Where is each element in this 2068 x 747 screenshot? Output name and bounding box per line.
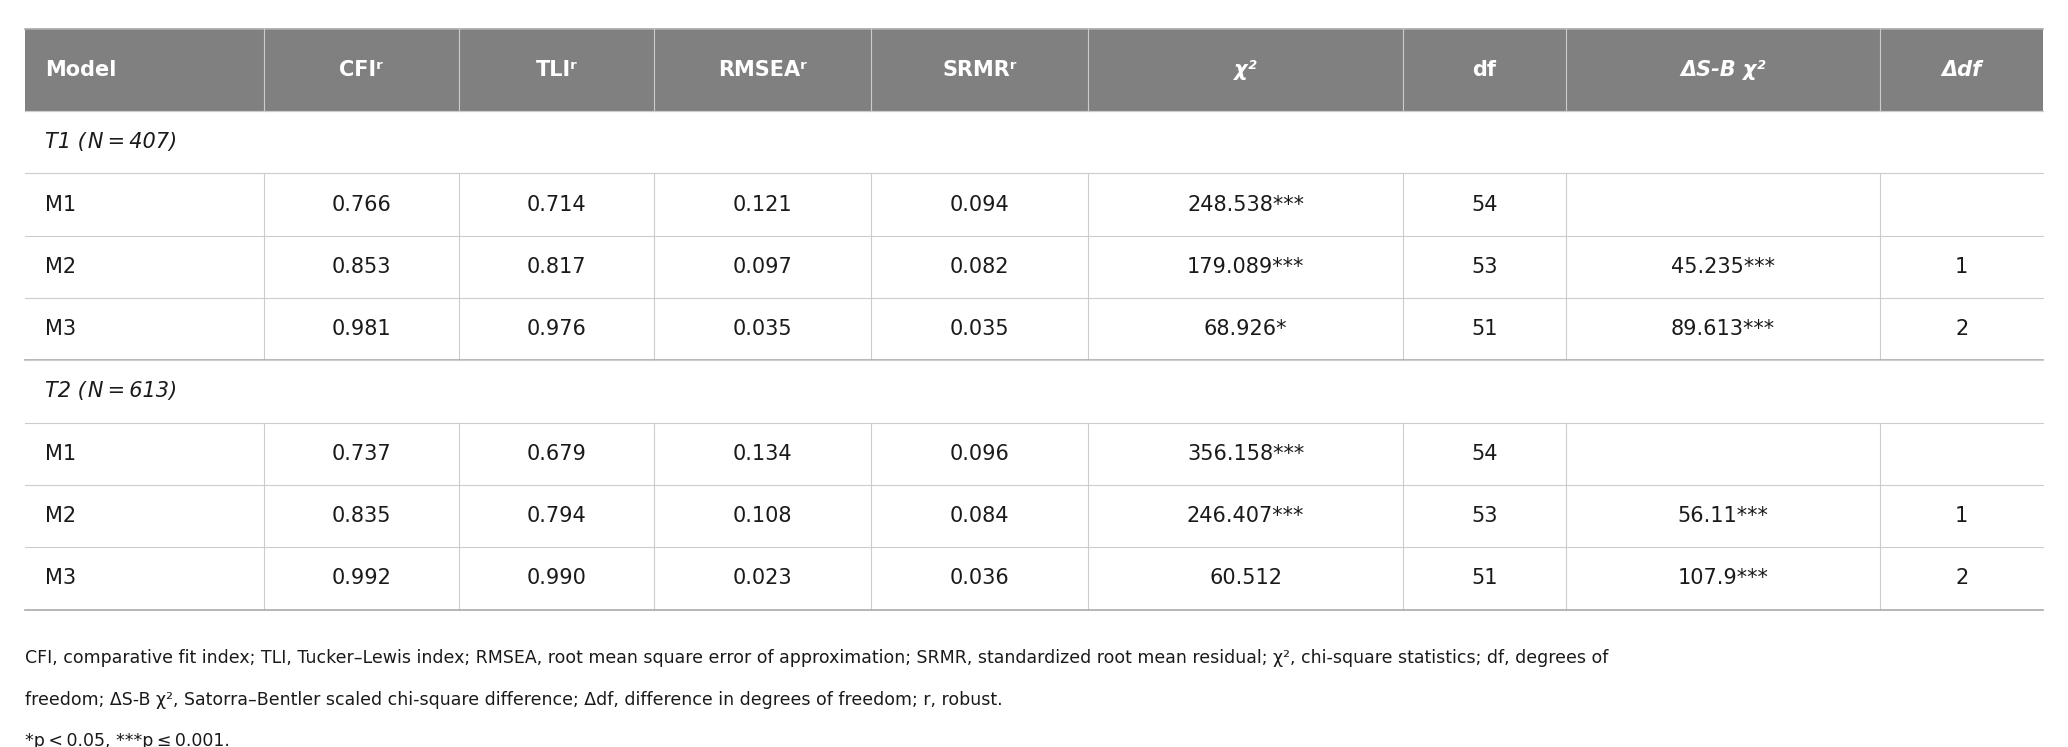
Text: 51: 51 bbox=[1470, 319, 1497, 339]
Text: CFI, comparative fit index; TLI, Tucker–Lewis index; RMSEA, root mean square err: CFI, comparative fit index; TLI, Tucker–… bbox=[25, 649, 1609, 667]
Text: 0.035: 0.035 bbox=[732, 319, 792, 339]
Text: M2: M2 bbox=[45, 257, 77, 277]
Text: 1: 1 bbox=[1954, 257, 1969, 277]
Text: 0.835: 0.835 bbox=[331, 506, 391, 526]
Text: 0.679: 0.679 bbox=[527, 444, 587, 464]
Text: 0.084: 0.084 bbox=[949, 506, 1009, 526]
Text: 0.981: 0.981 bbox=[331, 319, 391, 339]
Text: 0.853: 0.853 bbox=[331, 257, 391, 277]
Text: CFIʳ: CFIʳ bbox=[339, 60, 383, 80]
Text: 0.121: 0.121 bbox=[732, 194, 792, 214]
Text: 0.766: 0.766 bbox=[331, 194, 391, 214]
Text: SRMRʳ: SRMRʳ bbox=[943, 60, 1017, 80]
Bar bbox=[25, 28, 2043, 111]
Text: M3: M3 bbox=[45, 319, 77, 339]
Text: M1: M1 bbox=[45, 444, 77, 464]
Text: 248.538***: 248.538*** bbox=[1187, 194, 1305, 214]
Text: 54: 54 bbox=[1470, 194, 1497, 214]
Text: T1 ( N = 407): T1 ( N = 407) bbox=[45, 132, 178, 152]
Text: *p < 0.05, ***p ≤ 0.001.: *p < 0.05, ***p ≤ 0.001. bbox=[25, 732, 230, 747]
Text: freedom; ΔS-B χ², Satorra–Bentler scaled chi-square difference; Δdf, difference : freedom; ΔS-B χ², Satorra–Bentler scaled… bbox=[25, 690, 1003, 709]
Text: 0.990: 0.990 bbox=[527, 568, 587, 589]
Text: 0.036: 0.036 bbox=[949, 568, 1009, 589]
Text: 2: 2 bbox=[1954, 568, 1969, 589]
Text: 2: 2 bbox=[1954, 319, 1969, 339]
Text: 0.134: 0.134 bbox=[732, 444, 792, 464]
Text: 0.097: 0.097 bbox=[732, 257, 792, 277]
Text: Model: Model bbox=[45, 60, 118, 80]
Text: 0.108: 0.108 bbox=[732, 506, 792, 526]
Text: 0.794: 0.794 bbox=[527, 506, 587, 526]
Text: Δdf: Δdf bbox=[1942, 60, 1981, 80]
Text: 0.096: 0.096 bbox=[949, 444, 1009, 464]
Text: 60.512: 60.512 bbox=[1210, 568, 1282, 589]
Text: 54: 54 bbox=[1470, 444, 1497, 464]
Text: 89.613***: 89.613*** bbox=[1671, 319, 1774, 339]
Text: 0.023: 0.023 bbox=[732, 568, 792, 589]
Text: TLIʳ: TLIʳ bbox=[536, 60, 577, 80]
Text: 1: 1 bbox=[1954, 506, 1969, 526]
Text: 0.035: 0.035 bbox=[949, 319, 1009, 339]
Text: 68.926*: 68.926* bbox=[1204, 319, 1288, 339]
Text: df: df bbox=[1472, 60, 1497, 80]
Text: 179.089***: 179.089*** bbox=[1187, 257, 1305, 277]
Text: 0.714: 0.714 bbox=[527, 194, 587, 214]
Text: M3: M3 bbox=[45, 568, 77, 589]
Text: 0.737: 0.737 bbox=[331, 444, 391, 464]
Text: 0.817: 0.817 bbox=[527, 257, 587, 277]
Text: 56.11***: 56.11*** bbox=[1677, 506, 1768, 526]
Text: χ²: χ² bbox=[1235, 60, 1257, 80]
Text: 53: 53 bbox=[1470, 506, 1497, 526]
Text: 107.9***: 107.9*** bbox=[1677, 568, 1768, 589]
Text: T2 ( N = 613): T2 ( N = 613) bbox=[45, 382, 178, 401]
Text: M2: M2 bbox=[45, 506, 77, 526]
Text: ΔS-B χ²: ΔS-B χ² bbox=[1681, 60, 1766, 80]
Text: 0.082: 0.082 bbox=[949, 257, 1009, 277]
Text: RMSEAʳ: RMSEAʳ bbox=[718, 60, 807, 80]
Text: 356.158***: 356.158*** bbox=[1187, 444, 1305, 464]
Text: 0.992: 0.992 bbox=[331, 568, 391, 589]
Text: 0.094: 0.094 bbox=[949, 194, 1009, 214]
Text: 246.407***: 246.407*** bbox=[1187, 506, 1305, 526]
Text: 53: 53 bbox=[1470, 257, 1497, 277]
Text: 51: 51 bbox=[1470, 568, 1497, 589]
Text: 0.976: 0.976 bbox=[527, 319, 587, 339]
Text: 45.235***: 45.235*** bbox=[1671, 257, 1774, 277]
Text: M1: M1 bbox=[45, 194, 77, 214]
